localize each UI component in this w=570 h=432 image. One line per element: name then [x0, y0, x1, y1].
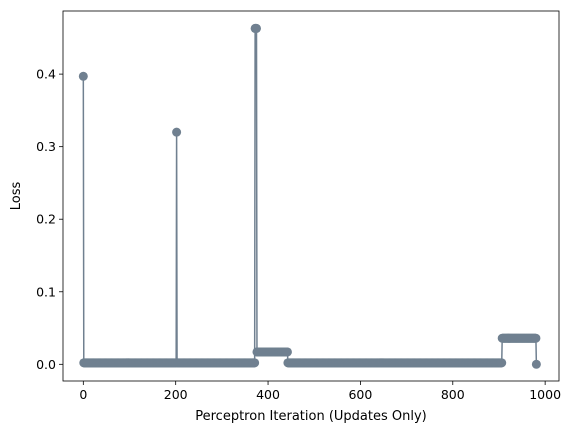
- x-tick-label: 400: [256, 387, 280, 402]
- data-point: [531, 359, 541, 369]
- y-tick-label: 0.1: [36, 284, 56, 299]
- data-point: [250, 358, 260, 368]
- axis-ticks: 0 200 400 600 800 1000 0.0 0.1 0.2 0.3 0.4: [36, 67, 561, 402]
- x-tick-label: 800: [441, 387, 465, 402]
- loss-line: [82, 27, 538, 365]
- y-axis-label: Loss: [9, 182, 24, 211]
- data-point: [172, 127, 182, 137]
- x-tick-label: 1000: [529, 387, 561, 402]
- x-tick-label: 600: [348, 387, 372, 402]
- y-tick-label: 0.0: [36, 357, 56, 372]
- y-tick-label: 0.4: [36, 67, 56, 82]
- loss-series: [78, 23, 541, 369]
- data-point: [531, 333, 541, 343]
- data-point: [252, 23, 261, 33]
- x-axis-label: Perceptron Iteration (Updates Only): [195, 409, 427, 424]
- x-tick-label: 0: [79, 387, 87, 402]
- loss-points: [78, 23, 541, 369]
- data-point: [78, 71, 88, 81]
- y-tick-label: 0.3: [36, 139, 56, 154]
- plot-frame: [62, 10, 560, 382]
- x-tick-label: 200: [164, 387, 188, 402]
- data-point: [497, 358, 507, 368]
- y-tick-label: 0.2: [36, 212, 56, 227]
- data-point: [282, 347, 292, 357]
